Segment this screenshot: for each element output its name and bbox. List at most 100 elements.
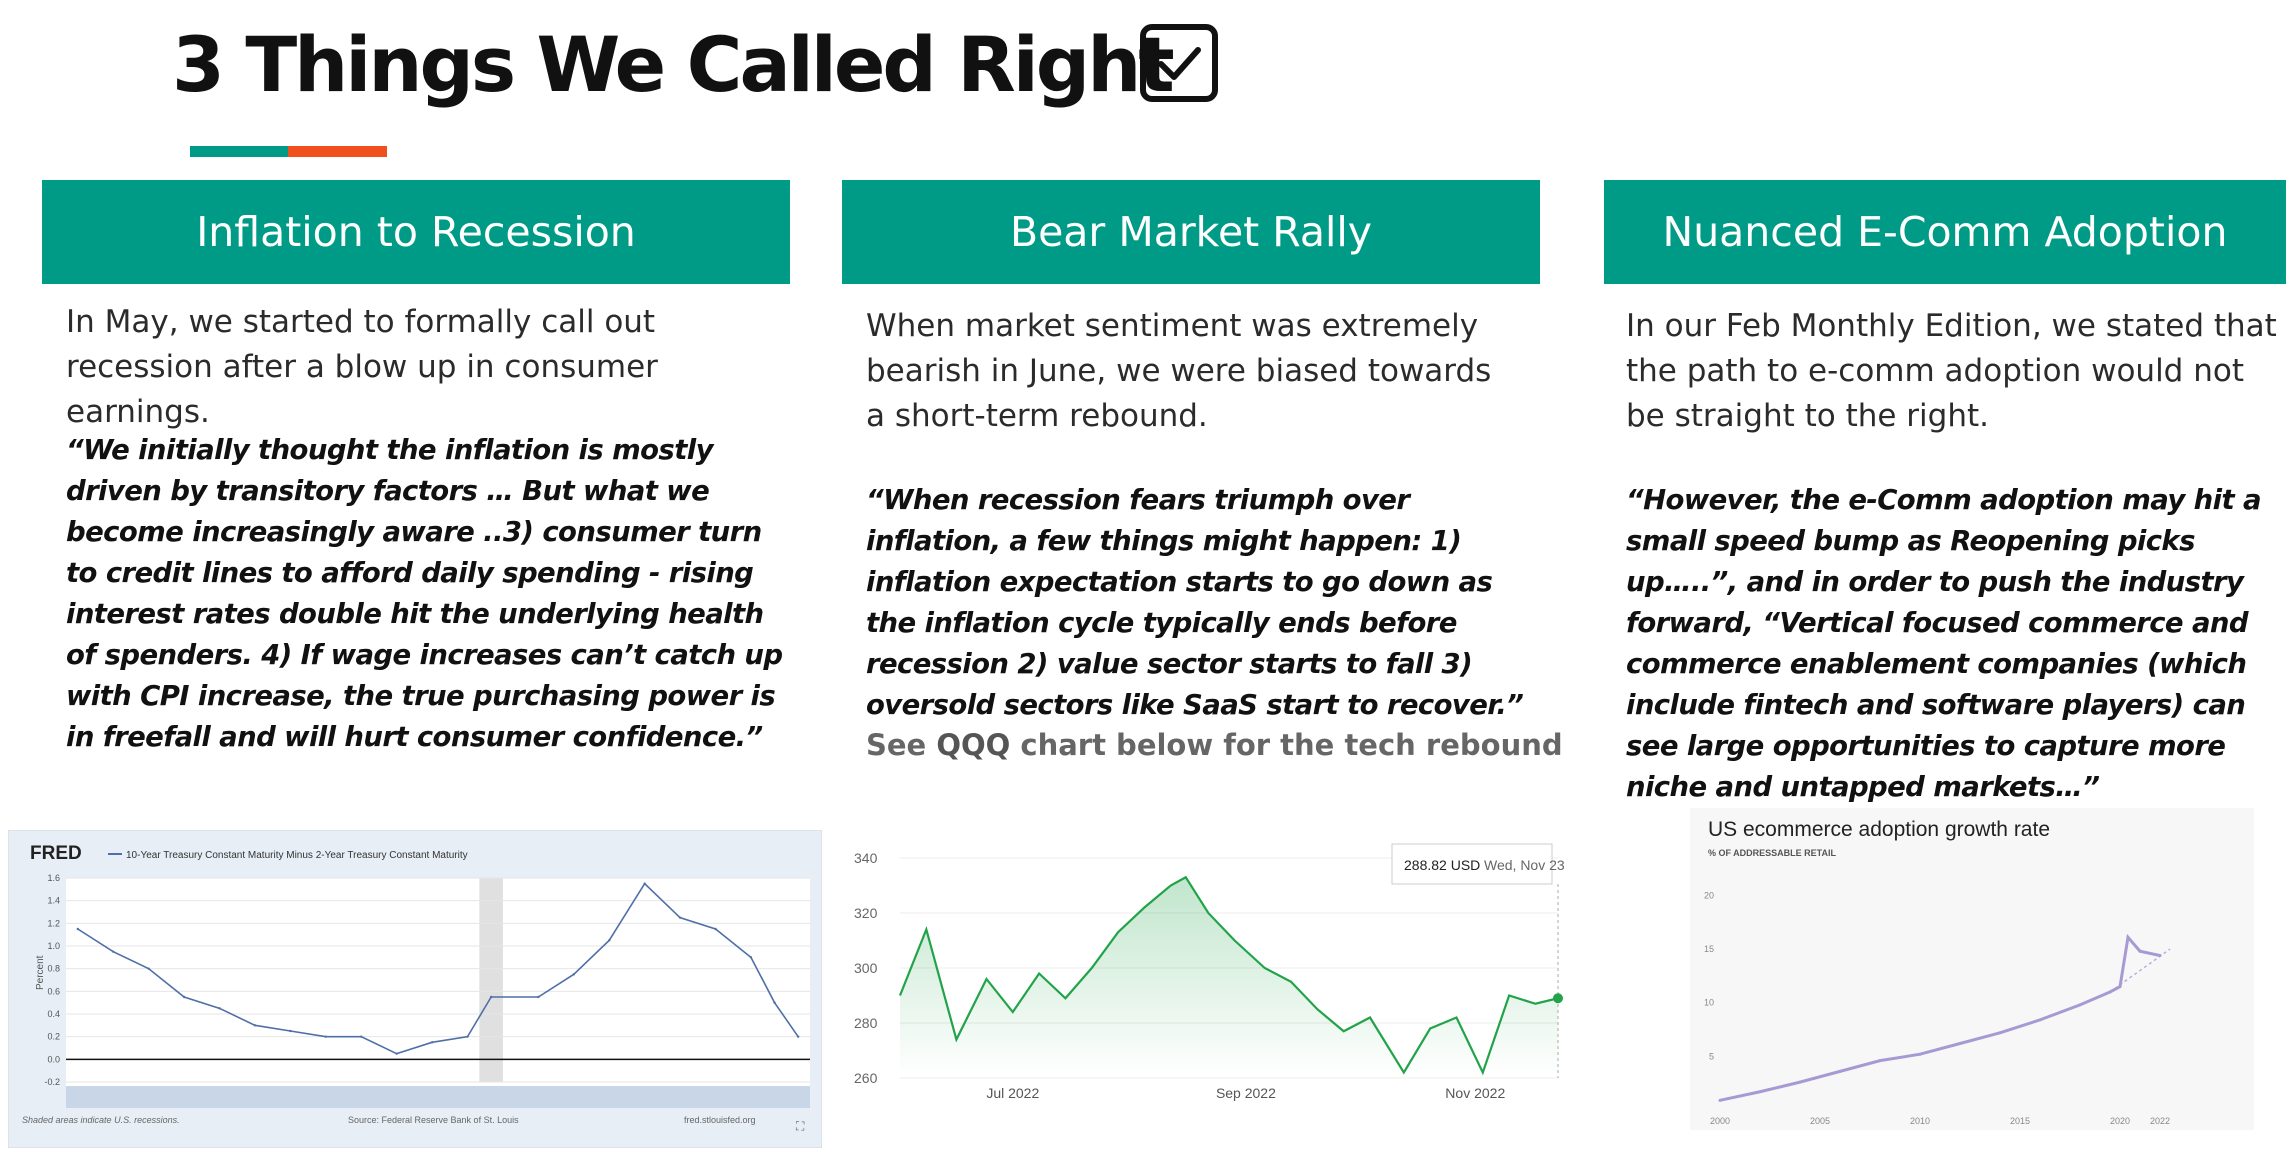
- data-point: [466, 1035, 469, 1038]
- y-tick-label: 1.6: [47, 873, 60, 883]
- y-tick-label: 0.2: [47, 1032, 60, 1042]
- data-point: [360, 1035, 363, 1038]
- y-tick-label: 320: [854, 905, 878, 921]
- qqq-note-suffix: chart below for the tech rebound: [1010, 728, 1563, 762]
- data-point: [1758, 1090, 1762, 1094]
- ecomm-chart: US ecommerce adoption growth rate % OF A…: [1690, 808, 2254, 1130]
- data-point: [2108, 990, 2112, 994]
- column-body-inflation: In May, we started to formally call out …: [66, 304, 658, 430]
- qqq-tooltip-date: Wed, Nov 23: [1484, 857, 1565, 873]
- y-tick-label: 10: [1704, 998, 1714, 1008]
- page-title: 3 Things We Called Right: [172, 20, 1175, 109]
- column-header-ecomm: Nuanced E-Comm Adoption: [1604, 180, 2286, 284]
- data-point: [1998, 1031, 2002, 1035]
- data-point: [2126, 935, 2130, 939]
- accent-bar-teal: [190, 146, 288, 157]
- x-tick-label: 2005: [1810, 1116, 1830, 1126]
- data-point: [608, 939, 611, 942]
- qqq-tooltip: 288.82 USD Wed, Nov 23: [1391, 843, 1565, 885]
- qqq-series-line: [898, 875, 1559, 1076]
- x-tick-label: Sep 2022: [1216, 1085, 1276, 1101]
- y-tick-label: 0.8: [47, 964, 60, 974]
- x-tick-label: 2010: [1910, 1116, 1930, 1126]
- column-body-ecomm: In our Feb Monthly Edition, we stated th…: [1626, 308, 2277, 434]
- hover-point: [1553, 993, 1563, 1004]
- data-point: [147, 967, 150, 970]
- data-point: [643, 882, 646, 885]
- data-point: [749, 956, 753, 959]
- y-tick-label: 300: [854, 960, 878, 976]
- y-tick-label: 1.0: [47, 941, 60, 951]
- y-tick-label: 0.0: [47, 1054, 60, 1064]
- column-quote-ecomm: “However, the e-Comm adoption may hit a …: [1626, 484, 2262, 803]
- qqq-note-prefix: See: [866, 728, 937, 762]
- data-point: [1798, 1080, 1802, 1084]
- data-point: [395, 1052, 398, 1055]
- qqq-area: [900, 877, 1558, 1078]
- checkbox-icon: [1140, 24, 1218, 102]
- recession-shading: [479, 878, 503, 1082]
- x-tick-label: 2020: [2110, 1116, 2130, 1126]
- y-tick-label: 340: [854, 850, 878, 866]
- fred-logo: FRED: [30, 843, 82, 864]
- fred-legend: 10-Year Treasury Constant Maturity Minus…: [126, 850, 468, 861]
- y-tick-label: 280: [854, 1015, 878, 1031]
- column-quote-bear-market: “When recession fears triumph over infla…: [866, 484, 1524, 721]
- data-point: [1838, 1069, 1842, 1073]
- data-point: [112, 950, 115, 953]
- qqq-chart-note: See QQQ chart below for the tech rebound: [866, 728, 1563, 762]
- data-point: [537, 995, 540, 999]
- x-tick-label: 2022: [2150, 1116, 2170, 1126]
- data-point: [2138, 949, 2142, 953]
- data-point: [2078, 1003, 2082, 1007]
- fred-footnote-right: fred.stlouisfed.org: [684, 1115, 756, 1125]
- data-point: [1918, 1052, 1922, 1056]
- qqq-tooltip-value: 288.82 USD: [1404, 857, 1480, 873]
- fred-footnote-left: Shaded areas indicate U.S. recessions.: [22, 1115, 180, 1125]
- column-body-bear-market: When market sentiment was extremely bear…: [866, 308, 1492, 434]
- column-header-inflation: Inflation to Recession: [42, 180, 790, 284]
- data-point: [796, 1035, 800, 1038]
- fullscreen-icon[interactable]: ⛶: [795, 1119, 805, 1133]
- data-point: [714, 927, 717, 931]
- y-tick-label: 1.2: [47, 918, 60, 928]
- y-tick-label: 20: [1704, 890, 1714, 900]
- data-point: [76, 927, 80, 931]
- y-tick-label: 260: [854, 1070, 878, 1086]
- data-point: [218, 1007, 221, 1010]
- y-tick-label: 5: [1709, 1051, 1714, 1061]
- x-tick-label: Nov 2022: [1445, 1085, 1505, 1101]
- fred-chart: FRED 10-Year Treasury Constant Maturity …: [8, 830, 822, 1148]
- data-point: [2038, 1018, 2042, 1022]
- data-point: [773, 1001, 776, 1004]
- ecomm-chart-subtitle: % OF ADDRESSABLE RETAIL: [1708, 848, 1837, 858]
- data-point: [430, 1041, 434, 1044]
- x-tick-label: 2000: [1710, 1116, 1730, 1126]
- data-point: [324, 1035, 328, 1038]
- data-point: [253, 1024, 257, 1027]
- data-point: [289, 1029, 292, 1033]
- accent-bar-orange: [288, 146, 387, 157]
- y-tick-label: 0.4: [47, 1009, 60, 1019]
- x-tick-label: 2015: [2010, 1116, 2030, 1126]
- data-point: [572, 973, 576, 976]
- qqq-note-highlight: QQQ: [936, 728, 1011, 762]
- data-point: [2158, 954, 2162, 958]
- ecomm-chart-title: US ecommerce adoption growth rate: [1708, 818, 2050, 841]
- data-point: [489, 995, 493, 999]
- data-point: [678, 916, 682, 919]
- fred-footnote-mid: Source: Federal Reserve Bank of St. Loui…: [348, 1115, 519, 1125]
- data-point: [182, 995, 186, 999]
- column-header-bear-market: Bear Market Rally: [842, 180, 1540, 284]
- y-tick-label: 1.4: [47, 896, 60, 906]
- column-quote-inflation: “We initially thought the inflation is m…: [66, 434, 783, 753]
- y-tick-label: 0.6: [47, 986, 60, 996]
- y-tick-label: 15: [1704, 944, 1714, 954]
- fred-ylabel: Percent: [35, 955, 46, 990]
- fred-range-slider[interactable]: [66, 1086, 810, 1108]
- data-point: [2118, 985, 2122, 989]
- x-tick-label: Jul 2022: [986, 1085, 1039, 1101]
- y-tick-label: -0.2: [44, 1077, 60, 1087]
- data-point: [1958, 1041, 1962, 1045]
